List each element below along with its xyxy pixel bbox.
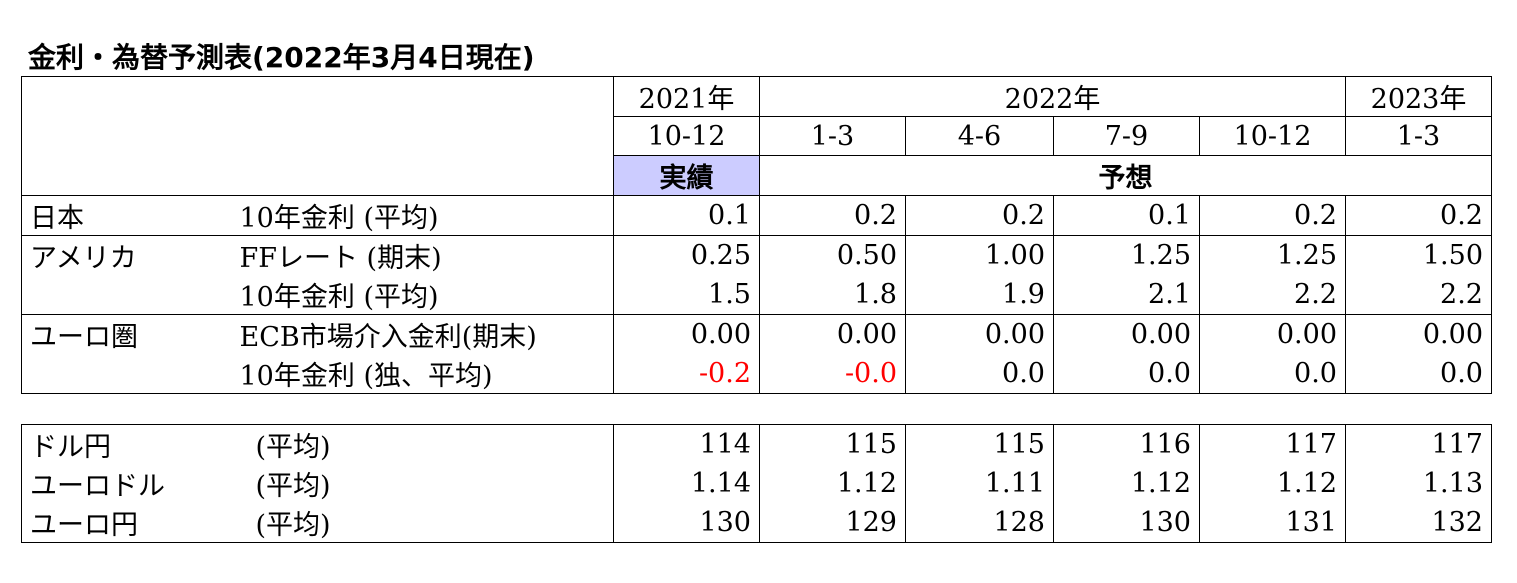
rate-value: 0.00 (1053, 314, 1200, 354)
table-row: 10年金利 (独、平均) -0.2 -0.0 0.0 0.0 0.0 0.0 (22, 354, 1492, 394)
quarter-header: 7-9 (1053, 116, 1200, 156)
fx-value: 1.12 (759, 464, 906, 503)
fx-value: 1.11 (905, 464, 1054, 503)
fx-value: 115 (759, 424, 906, 464)
table-row: ユーロ円 (平均) 130 129 128 130 131 132 (22, 503, 1492, 543)
rate-value: 0.00 (759, 314, 906, 354)
region-label: 日本 (21, 195, 232, 236)
fx-value: 132 (1345, 503, 1492, 543)
rate-value: 0.0 (905, 354, 1054, 394)
fx-value: 117 (1199, 424, 1346, 464)
rate-item-label: 10年金利 (平均) (231, 195, 614, 236)
rate-item-label: 10年金利 (独、平均) (239, 361, 493, 392)
rate-value: 0.00 (905, 314, 1054, 354)
rate-value: 1.00 (905, 235, 1054, 275)
year-header: 2023年 (1345, 76, 1492, 117)
rate-value: 2.2 (1345, 275, 1492, 315)
rate-item-label: ECB市場介入金利(期末) (231, 314, 614, 354)
region-label (22, 275, 232, 315)
table-row: 10年金利 (平均) 1.5 1.8 1.9 2.1 2.2 2.2 (22, 275, 1492, 315)
fx-value: 131 (1199, 503, 1346, 543)
region-label: ユーロ圏 (21, 314, 232, 354)
fx-value: 1.13 (1345, 464, 1492, 503)
page-title: 金利・為替予測表(2022年3月4日現在) (28, 41, 535, 74)
fx-value: 130 (1053, 503, 1200, 543)
rate-value: 0.2 (905, 195, 1054, 236)
rate-value: 1.8 (759, 275, 906, 315)
table-row: アメリカ FFレート (期末) 0.25 0.50 1.00 1.25 1.25 1.50 (21, 235, 1492, 275)
currency-pair-label: ユーロ円 (30, 510, 138, 541)
year-header: 2021年 (613, 76, 760, 117)
rate-value: 1.50 (1345, 235, 1492, 275)
rate-value: 2.2 (1199, 275, 1346, 315)
rate-value: -0.0 (759, 354, 906, 394)
fx-value: 128 (905, 503, 1054, 543)
quarter-header: 1-3 (759, 116, 906, 156)
quarter-header: 10-12 (1199, 116, 1346, 156)
rate-value: 0.1 (1053, 195, 1200, 236)
fx-value: 130 (613, 503, 760, 543)
fx-basis-label: (平均) (255, 471, 331, 502)
actual-label: 実績 (613, 155, 760, 196)
currency-pair-label: ドル円 (30, 432, 111, 463)
rate-value: 0.25 (613, 235, 760, 275)
forecast-label: 予想 (759, 155, 1492, 196)
rate-value: 0.2 (1345, 195, 1492, 236)
fx-rate-table: ドル円 (平均) 114 115 115 116 117 117 ユーロドル (平均) 1.14 1.… (21, 424, 1492, 543)
rate-value: 0.1 (613, 195, 760, 236)
fx-value: 117 (1345, 424, 1492, 464)
fx-basis-label: (平均) (255, 510, 331, 541)
quarter-header: 1-3 (1345, 116, 1492, 156)
table-row: ユーロドル (平均) 1.14 1.12 1.11 1.12 1.12 1.13 (22, 464, 1492, 503)
rate-value: 1.9 (905, 275, 1054, 315)
rate-value: 0.0 (1199, 354, 1346, 394)
rate-value: 0.0 (1345, 354, 1492, 394)
fx-value: 116 (1053, 424, 1200, 464)
year-header: 2022年 (759, 76, 1346, 117)
rate-value: 0.00 (613, 314, 760, 354)
fx-value: 129 (759, 503, 906, 543)
rate-value: 0.2 (759, 195, 906, 236)
currency-pair-label: ユーロドル (30, 471, 165, 502)
rate-value: 0.0 (1053, 354, 1200, 394)
rate-value: 0.50 (759, 235, 906, 275)
rate-item-label: FFレート (期末) (231, 235, 614, 275)
quarter-header: 10-12 (613, 116, 760, 156)
region-label: アメリカ (21, 235, 232, 275)
fx-basis-label: (平均) (255, 432, 331, 463)
table-row: ドル円 (平均) 114 115 115 116 117 117 (22, 424, 1492, 464)
table-row: ユーロ圏 ECB市場介入金利(期末) 0.00 0.00 0.00 0.00 0.00 0.0… (21, 314, 1492, 354)
header-corner (21, 76, 614, 196)
rate-value: 1.25 (1053, 235, 1200, 275)
table-row: 日本 10年金利 (平均) 0.1 0.2 0.2 0.1 0.2 0.2 (21, 195, 1492, 236)
fx-value: 1.12 (1199, 464, 1346, 503)
fx-value: 114 (613, 424, 760, 464)
quarter-header: 4-6 (905, 116, 1054, 156)
rate-value: 0.00 (1199, 314, 1346, 354)
interest-rate-table: 2021年 2022年 2023年 10-12 1-3 4-6 7-9 10-12 1-3 実… (21, 76, 1492, 394)
rate-value: 1.5 (613, 275, 760, 315)
fx-value: 115 (905, 424, 1054, 464)
region-label (22, 354, 232, 394)
rate-value: 0.2 (1199, 195, 1346, 236)
rate-value: -0.2 (613, 354, 760, 394)
rate-value: 2.1 (1053, 275, 1200, 315)
rate-value: 1.25 (1199, 235, 1346, 275)
rate-value: 0.00 (1345, 314, 1492, 354)
fx-value: 1.14 (613, 464, 760, 503)
rate-item-label: 10年金利 (平均) (239, 282, 439, 313)
fx-value: 1.12 (1053, 464, 1200, 503)
